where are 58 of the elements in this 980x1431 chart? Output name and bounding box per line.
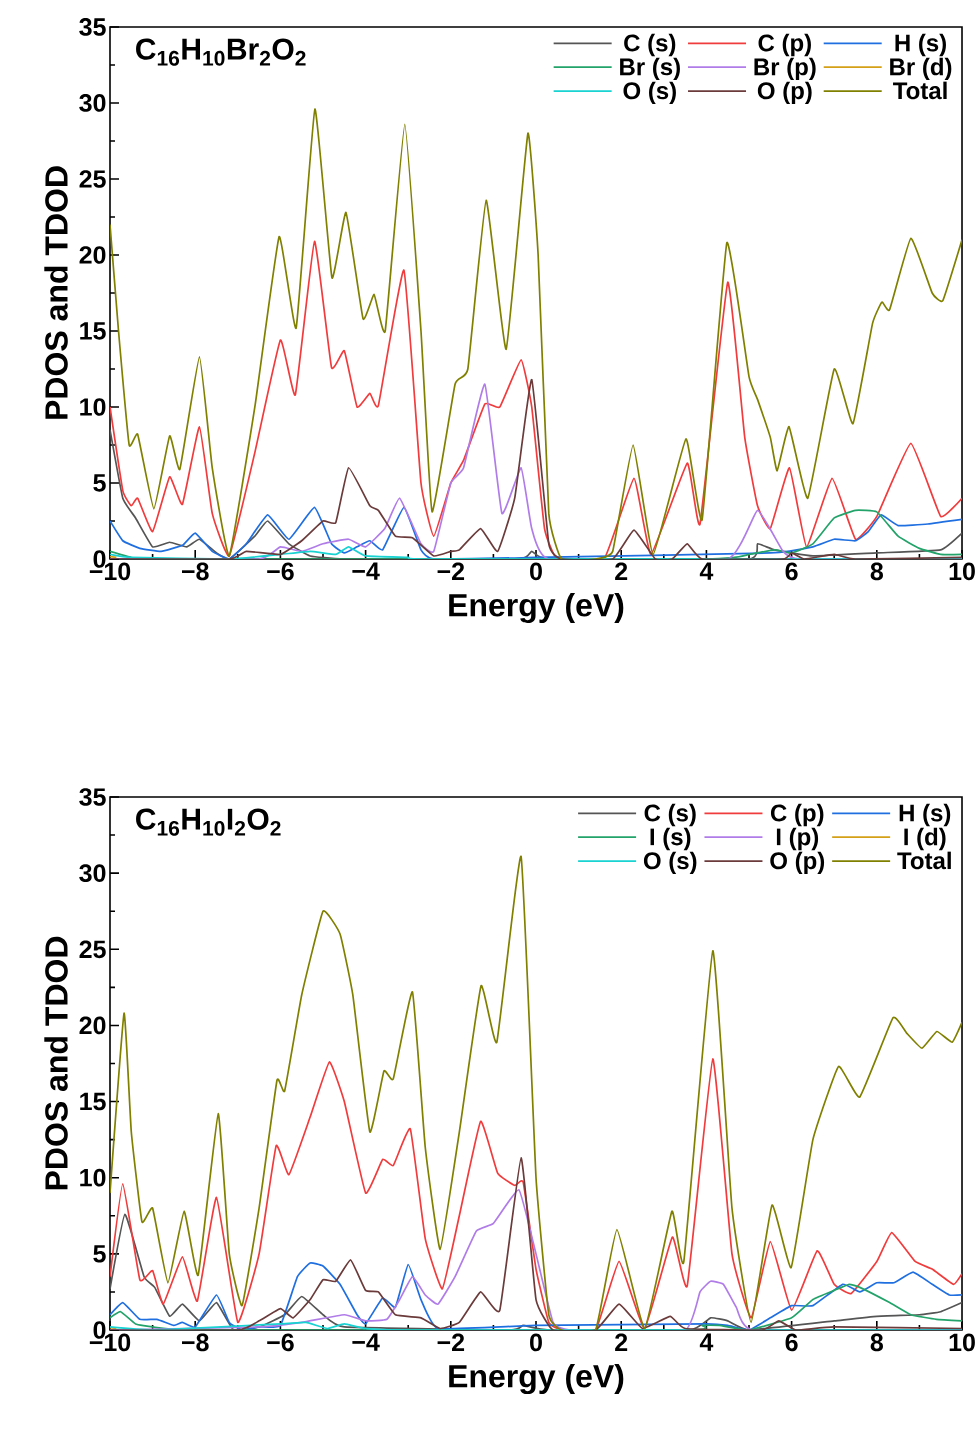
legend-label: I (d) [904,827,946,851]
chart-title: C$_{16}$H$_{10}$I$_{2}$O$_{2}$ [136,808,281,836]
y-tick-label: 25 [79,170,106,188]
x-tick-label: −6 [267,1333,294,1352]
x-tick-label: 10 [949,562,975,581]
legend-label: I (s) [650,827,691,851]
legend-label: Br (d) [890,57,952,81]
x-tick-label: −6 [267,562,294,581]
y-axis-title: PDOS and TDOD [44,936,68,1190]
legend-label: C (p) [758,33,811,57]
x-tick-label: 2 [615,562,628,580]
y-tick-label: 20 [79,246,106,264]
y-tick-label: 10 [80,1168,106,1187]
legend-label: H (s) [899,803,951,827]
legend-label: C (s) [644,803,696,827]
x-tick-label: −2 [437,562,465,580]
x-tick-label: −8 [181,562,209,581]
x-tick-label: −2 [437,1333,465,1351]
y-tick-label: 5 [93,1245,106,1263]
y-tick-label: 20 [79,1016,106,1035]
x-axis-title: Energy (eV) [449,593,624,624]
x-tick-label: 8 [870,1333,883,1352]
legend-label: Total [897,851,951,870]
legend-label: O (s) [623,81,676,105]
x-tick-label: 10 [949,1333,975,1352]
x-tick-label: 2 [615,1333,628,1351]
y-tick-label: 15 [80,322,106,340]
y-tick-label: 30 [79,864,106,883]
x-tick-label: 4 [699,562,714,580]
legend-label: Br (s) [620,57,680,81]
y-tick-label: 30 [79,94,106,112]
legend-label: Total [893,81,947,100]
y-tick-label: 35 [79,788,106,806]
y-tick-label: 5 [93,474,106,492]
x-tick-label: −4 [352,562,380,580]
legend-label: I (p) [776,827,819,851]
x-tick-label: 0 [530,562,542,581]
y-tick-label: 10 [80,398,106,416]
y-axis-title: PDOS and TDOD [44,166,68,419]
x-tick-label: 8 [870,562,883,581]
x-tick-label: 6 [785,562,798,581]
y-tick-label: 35 [79,18,106,36]
x-tick-label: 0 [530,1333,542,1352]
y-tick-label: 15 [80,1092,106,1111]
x-tick-label: 4 [699,1333,714,1351]
legend-label: C (s) [624,33,676,57]
x-tick-label: 6 [785,1333,798,1352]
legend-label: C (p) [770,803,824,827]
legend-label: H (s) [895,33,946,57]
legend-label: Br (p) [754,57,816,81]
chart-title: C$_{16}$H$_{10}$Br$_{2}$O$_{2}$ [136,38,306,66]
x-tick-label: −8 [181,1333,209,1352]
legend-label: O (p) [757,81,812,105]
x-tick-label: −4 [352,1333,380,1351]
y-tick-label: 25 [79,940,106,959]
x-axis-title: Energy (eV) [449,1364,624,1395]
legend-label: O (s) [643,851,697,875]
legend-label: O (p) [770,851,825,875]
